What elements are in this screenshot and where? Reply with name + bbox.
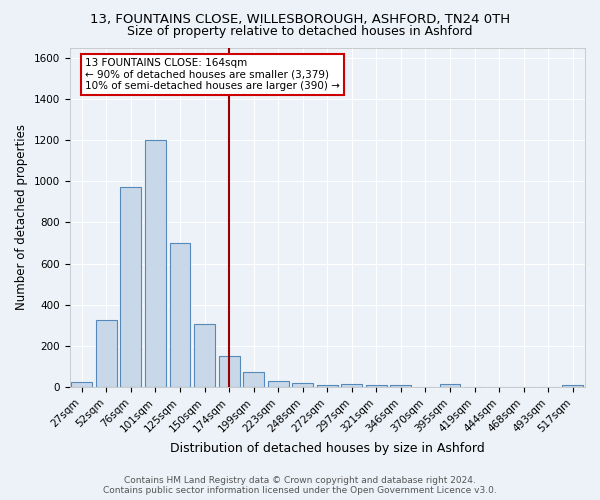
Bar xyxy=(268,382,289,387)
X-axis label: Distribution of detached houses by size in Ashford: Distribution of detached houses by size … xyxy=(170,442,485,455)
Bar xyxy=(243,372,264,387)
Text: Size of property relative to detached houses in Ashford: Size of property relative to detached ho… xyxy=(127,25,473,38)
Bar xyxy=(71,382,92,387)
Y-axis label: Number of detached properties: Number of detached properties xyxy=(15,124,28,310)
Bar xyxy=(562,385,583,387)
Bar xyxy=(121,188,142,387)
Bar xyxy=(440,384,460,387)
Bar xyxy=(170,243,190,387)
Bar xyxy=(292,384,313,387)
Bar xyxy=(317,385,338,387)
Bar xyxy=(194,324,215,387)
Bar xyxy=(341,384,362,387)
Bar xyxy=(218,356,239,387)
Bar xyxy=(391,385,412,387)
Bar xyxy=(145,140,166,387)
Bar xyxy=(366,386,387,387)
Text: Contains HM Land Registry data © Crown copyright and database right 2024.
Contai: Contains HM Land Registry data © Crown c… xyxy=(103,476,497,495)
Text: 13, FOUNTAINS CLOSE, WILLESBOROUGH, ASHFORD, TN24 0TH: 13, FOUNTAINS CLOSE, WILLESBOROUGH, ASHF… xyxy=(90,12,510,26)
Text: 13 FOUNTAINS CLOSE: 164sqm
← 90% of detached houses are smaller (3,379)
10% of s: 13 FOUNTAINS CLOSE: 164sqm ← 90% of deta… xyxy=(85,58,340,91)
Bar xyxy=(96,320,117,387)
